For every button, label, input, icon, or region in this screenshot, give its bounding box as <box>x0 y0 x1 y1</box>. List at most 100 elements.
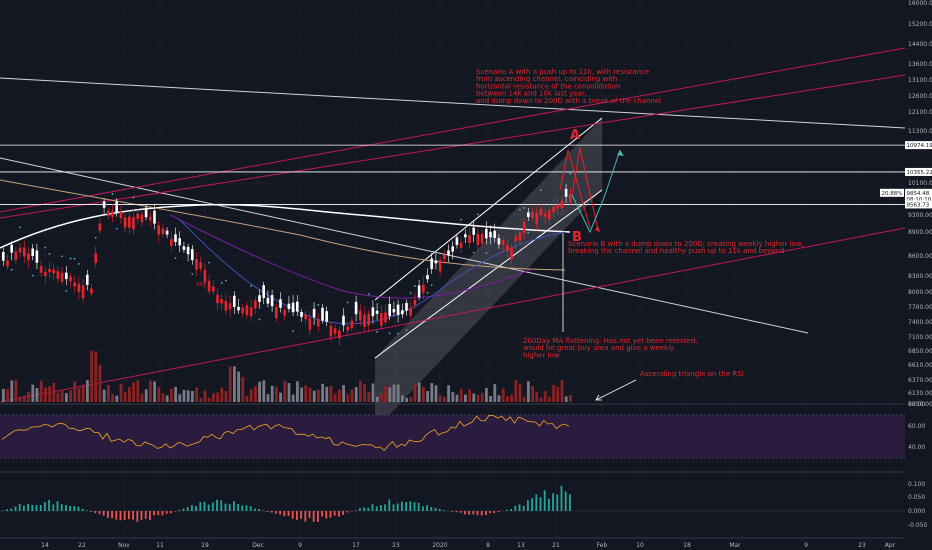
candle-body <box>455 237 459 246</box>
candle-body <box>380 313 383 326</box>
candle-body <box>459 242 463 248</box>
scenario-a-arrowhead <box>595 226 600 232</box>
volume-bar <box>254 386 257 402</box>
macd-bar <box>65 505 67 511</box>
volume-bar <box>501 388 505 402</box>
volume-bar <box>522 396 526 402</box>
candle-body <box>497 238 501 245</box>
candle-body <box>191 249 194 261</box>
volume-bar <box>451 392 455 402</box>
time-axis-label: Dec <box>252 542 264 549</box>
macd-bar <box>422 506 424 511</box>
macd-bar <box>396 503 399 511</box>
scenario-b-note: Scenario B with a dump down to 200D, cre… <box>568 240 804 255</box>
volume-bar <box>220 387 224 402</box>
macd-bar <box>304 511 307 522</box>
volume-bar <box>144 389 148 402</box>
volume-bar <box>98 365 102 402</box>
scenario_b-line: Scenario B with a dump down to 200D, cre… <box>568 240 804 248</box>
candle-body <box>65 272 68 279</box>
candle-body <box>300 312 303 317</box>
psar-dot <box>61 255 63 258</box>
macd-bar <box>548 498 550 511</box>
psar-dot <box>69 257 72 260</box>
volume-bar <box>65 393 68 402</box>
macd-bar <box>535 494 538 511</box>
macd-bar <box>371 504 374 511</box>
psar-dot <box>174 257 177 260</box>
price-axis-label: 9300.00 <box>908 212 932 219</box>
candle-body <box>216 294 219 304</box>
time-axis[interactable]: 14 22 Nov 11 19 Dec 9 17 23 2020 8 13 21 Feb 10 18 Mar 9 2… <box>41 542 896 549</box>
macd-bar <box>44 502 46 511</box>
volume-bar <box>73 381 77 402</box>
volume-bar <box>132 382 135 402</box>
candle-body <box>10 244 13 253</box>
macd-bar <box>81 508 84 511</box>
macd-bar <box>560 485 563 511</box>
scenario-a-note: Scenario A with a push up to 11k, with r… <box>476 68 661 105</box>
candle-body <box>371 307 375 317</box>
candle-body <box>233 295 236 307</box>
candle-body <box>556 204 559 209</box>
psar-dot <box>208 261 211 264</box>
long-descending-trendline <box>0 77 906 129</box>
candle-body <box>543 213 547 217</box>
time-axis-label: 8 <box>486 542 490 549</box>
macd-axis-label: 0.000 <box>908 508 925 515</box>
volume-bar <box>388 387 392 402</box>
price-axis-label: 8300.00 <box>908 273 932 280</box>
volume-bar <box>560 380 564 402</box>
rsi-axis-label: 40.00 <box>908 444 925 451</box>
volume-bar <box>81 384 85 402</box>
time-axis-label: 22 <box>78 542 86 549</box>
candle-body <box>73 282 76 287</box>
volume-bar <box>296 381 299 402</box>
scenario_a-line: horizontal resistance of the consolidati… <box>476 82 620 90</box>
candle-body <box>501 240 505 246</box>
volume-bar <box>401 395 404 402</box>
volume-bar <box>56 392 60 402</box>
candle-body <box>279 299 282 308</box>
volume-bar <box>543 391 547 402</box>
volume-bar <box>23 395 26 402</box>
macd-bar <box>405 502 407 511</box>
candle-body <box>27 253 30 261</box>
candle-body <box>518 232 522 241</box>
macd-bar <box>153 511 155 516</box>
candle-body <box>363 314 366 327</box>
candle-body <box>153 210 156 224</box>
macd-bar <box>451 511 454 512</box>
macd-bar <box>287 511 290 516</box>
volume-bar <box>31 384 35 402</box>
volume-bar <box>472 393 476 402</box>
candle-body <box>417 285 421 298</box>
psar-dot <box>191 273 194 275</box>
macd-bar <box>161 511 164 516</box>
candle-body <box>262 285 265 298</box>
price-axis[interactable]: 16000.00 15200.00 14400.00 13600.00 13100.00… <box>908 0 932 529</box>
candle-body <box>39 265 43 273</box>
candle-body <box>392 309 396 313</box>
macd-bar <box>392 504 395 511</box>
psar-dot <box>44 246 47 249</box>
volume-bar <box>527 381 530 402</box>
volume-bar <box>371 383 375 402</box>
candle-body <box>405 302 408 311</box>
candle-body <box>472 227 475 235</box>
candle-body <box>98 223 102 231</box>
macd-bar <box>212 502 214 511</box>
macd-bar <box>476 511 479 516</box>
psar-dot <box>19 226 21 229</box>
volume-bar <box>48 386 51 402</box>
volume-bar <box>174 386 177 402</box>
macd-bar <box>56 501 59 511</box>
psar-dot <box>111 193 114 195</box>
psar-dot <box>94 236 97 239</box>
candle-body <box>249 307 253 317</box>
macd-bar <box>388 499 391 511</box>
candle-body <box>346 326 349 331</box>
psar-dot <box>250 285 253 287</box>
volume-bar <box>266 394 270 402</box>
